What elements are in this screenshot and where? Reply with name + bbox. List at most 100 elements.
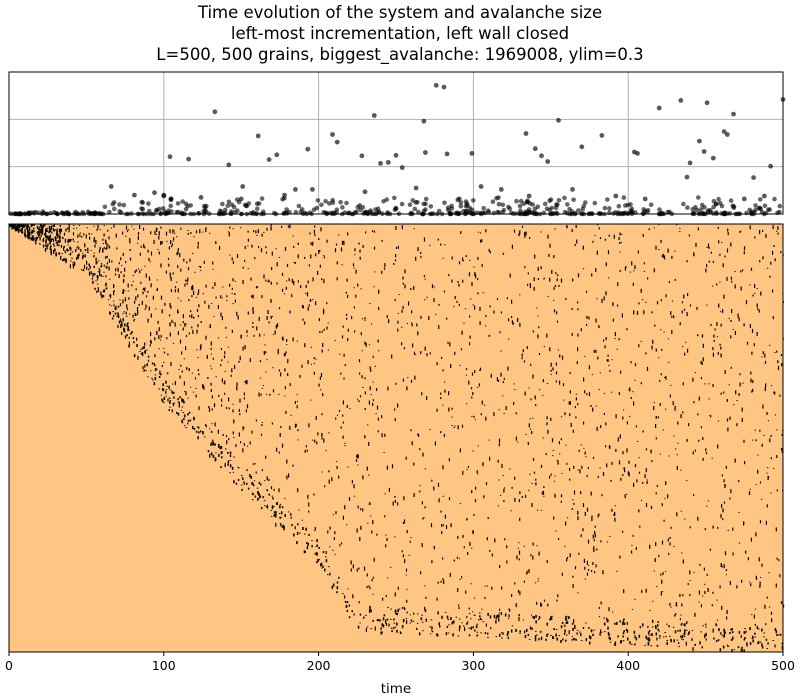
heatmap-cell xyxy=(335,417,337,420)
heatmap-cell xyxy=(720,514,722,519)
heatmap-cell xyxy=(631,644,633,645)
scatter-point xyxy=(416,209,421,215)
heatmap-cell xyxy=(131,225,133,227)
heatmap-cell xyxy=(120,257,122,261)
heatmap-cell xyxy=(378,289,380,294)
heatmap-cell xyxy=(468,613,471,614)
heatmap-cell xyxy=(466,403,468,405)
heatmap-cell xyxy=(381,631,383,634)
heatmap-cell xyxy=(382,624,385,628)
heatmap-cell xyxy=(268,493,270,496)
heatmap-cell xyxy=(617,437,619,442)
heatmap-cell xyxy=(569,553,571,558)
heatmap-cell xyxy=(147,359,150,362)
heatmap-cell xyxy=(486,585,488,587)
heatmap-cell xyxy=(258,493,260,496)
heatmap-cell xyxy=(170,277,172,281)
heatmap-cell xyxy=(312,277,314,282)
heatmap-cell xyxy=(617,635,619,638)
heatmap-cell xyxy=(77,241,79,243)
heatmap-cell xyxy=(86,227,88,229)
heatmap-cell xyxy=(526,572,528,575)
heatmap-cell xyxy=(501,637,503,639)
heatmap-cell xyxy=(429,352,431,355)
heatmap-cell xyxy=(49,245,51,250)
heatmap-cell xyxy=(583,377,585,382)
heatmap-cell xyxy=(580,444,582,446)
heatmap-cell xyxy=(605,262,607,267)
heatmap-cell xyxy=(592,562,594,565)
heatmap-cell xyxy=(90,271,92,275)
heatmap-cell xyxy=(451,425,453,426)
heatmap-cell xyxy=(82,252,84,254)
heatmap-cell xyxy=(26,234,29,238)
heatmap-cell xyxy=(169,302,171,307)
heatmap-cell xyxy=(734,270,736,272)
heatmap-cell xyxy=(638,634,641,638)
heatmap-cell xyxy=(117,325,119,328)
heatmap-cell xyxy=(184,283,186,287)
heatmap-cell xyxy=(397,609,399,613)
scatter-point xyxy=(175,201,181,206)
scatter-point xyxy=(556,117,561,123)
heatmap-cell xyxy=(187,422,189,425)
heatmap-cell xyxy=(99,269,101,274)
heatmap-cell xyxy=(696,306,698,310)
heatmap-cell xyxy=(663,331,665,333)
scatter-point xyxy=(599,133,605,138)
scatter-point xyxy=(168,203,173,209)
heatmap-cell xyxy=(429,626,431,628)
heatmap-cell xyxy=(532,542,534,546)
scatter-point xyxy=(219,209,224,215)
heatmap-cell xyxy=(218,444,220,448)
heatmap-cell xyxy=(743,251,745,255)
heatmap-cell xyxy=(700,604,702,608)
heatmap-cell xyxy=(458,607,460,610)
heatmap-cell xyxy=(263,351,265,355)
heatmap-cell xyxy=(227,451,229,454)
heatmap-cell xyxy=(406,386,408,391)
heatmap-cell xyxy=(771,618,773,623)
heatmap-cell xyxy=(394,500,396,503)
heatmap-cell xyxy=(468,634,471,637)
heatmap-cell xyxy=(503,377,505,380)
heatmap-cell xyxy=(227,361,229,363)
heatmap-cell xyxy=(376,405,379,410)
heatmap-cell xyxy=(444,514,446,519)
scatter-point xyxy=(340,205,345,210)
heatmap-cell xyxy=(53,245,56,247)
heatmap-cell xyxy=(156,279,158,281)
heatmap-cell xyxy=(333,537,335,540)
heatmap-cell xyxy=(413,228,415,230)
heatmap-cell xyxy=(177,248,179,252)
heatmap-cell xyxy=(327,530,329,534)
heatmap-cell xyxy=(607,619,609,623)
heatmap-cell xyxy=(197,357,199,359)
heatmap-cell xyxy=(188,368,190,372)
heatmap-cell xyxy=(39,243,41,245)
heatmap-cell xyxy=(469,541,471,546)
heatmap-cell xyxy=(602,472,605,477)
heatmap-cell xyxy=(446,615,449,619)
heatmap-cell xyxy=(70,238,72,241)
heatmap-cell xyxy=(402,378,404,382)
heatmap-cell xyxy=(619,269,621,272)
heatmap-cell xyxy=(173,402,176,404)
heatmap-cell xyxy=(58,235,61,240)
heatmap-cell xyxy=(616,621,618,625)
scatter-point xyxy=(490,199,496,204)
heatmap-cell xyxy=(374,365,376,367)
heatmap-cell xyxy=(247,445,249,447)
heatmap-cell xyxy=(421,621,424,623)
heatmap-cell xyxy=(385,622,388,626)
heatmap-cell xyxy=(357,625,360,629)
heatmap-cell xyxy=(390,566,392,568)
heatmap-cell xyxy=(246,335,248,337)
heatmap-cell xyxy=(584,566,586,570)
heatmap-cell xyxy=(510,510,512,512)
heatmap-cell xyxy=(232,403,234,405)
heatmap-cell xyxy=(741,579,743,583)
heatmap-cell xyxy=(431,626,433,630)
heatmap-cell xyxy=(633,401,635,406)
heatmap-cell xyxy=(126,304,128,309)
